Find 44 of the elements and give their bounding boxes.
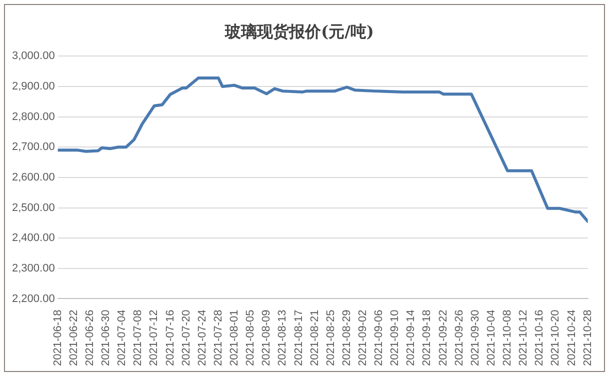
x-tick-label: 2021-09-02 (356, 310, 369, 366)
chart-title: 玻璃现货报价(元/吨) (224, 22, 374, 41)
x-tick-label: 2021-06-26 (84, 310, 96, 366)
x-tick-label: 2021-10-12 (518, 310, 530, 366)
x-tick-label: 2021-10-28 (582, 310, 594, 366)
x-tick-label: 2021-08-29 (340, 310, 353, 366)
x-tick-label: 2021-07-20 (180, 310, 192, 366)
x-tick-label: 2021-08-05 (244, 310, 257, 366)
x-tick-label: 2021-08-01 (228, 310, 241, 366)
x-tick-label: 2021-06-22 (68, 310, 80, 366)
x-tick-label: 2021-10-20 (550, 310, 562, 366)
y-tick-label: 2,600.00 (12, 171, 55, 184)
x-tick-label: 2021-10-24 (566, 310, 578, 366)
x-tick-label: 2021-08-09 (260, 310, 273, 366)
y-tick-label: 2,900.00 (12, 80, 55, 93)
x-tick-label: 2021-07-12 (148, 310, 160, 366)
x-tick-label: 2021-08-17 (292, 310, 305, 366)
y-tick-label: 2,400.00 (12, 232, 55, 244)
x-tick-label: 2021-09-10 (389, 310, 402, 366)
x-tick-label: 2021-08-13 (276, 310, 289, 366)
x-tick-label: 2021-10-16 (534, 310, 546, 366)
x-tick-label: 2021-09-14 (405, 310, 418, 366)
x-tick-label: 2021-07-16 (164, 310, 176, 366)
x-tick-label: 2021-08-25 (324, 310, 337, 366)
y-tick-label: 2,700.00 (12, 141, 55, 154)
x-tick-label: 2021-08-21 (308, 310, 321, 366)
x-tick-label: 2021-07-28 (212, 310, 224, 366)
x-tick-label: 2021-06-18 (52, 310, 64, 366)
y-tick-label: 2,500.00 (12, 202, 55, 214)
x-tick-label: 2021-06-30 (100, 310, 112, 366)
x-tick-label: 2021-07-04 (116, 310, 128, 366)
x-tick-label: 2021-10-04 (485, 310, 498, 366)
x-tick-label: 2021-07-08 (132, 310, 144, 366)
y-tick-label: 2,300.00 (12, 262, 55, 274)
y-tick-label: 2,800.00 (12, 110, 55, 123)
x-tick-label: 2021-07-24 (196, 310, 208, 366)
x-tick-label: 2021-09-06 (373, 310, 386, 366)
x-tick-label: 2021-09-18 (421, 310, 434, 366)
x-tick-label: 2021-09-26 (453, 310, 466, 366)
x-tick-label: 2021-09-22 (437, 310, 450, 366)
x-tick-label: 2021-09-30 (469, 310, 482, 366)
x-tick-label: 2021-10-08 (502, 310, 514, 366)
y-tick-label: 3,000.00 (12, 50, 55, 62)
y-tick-label: 2,200.00 (12, 292, 55, 305)
